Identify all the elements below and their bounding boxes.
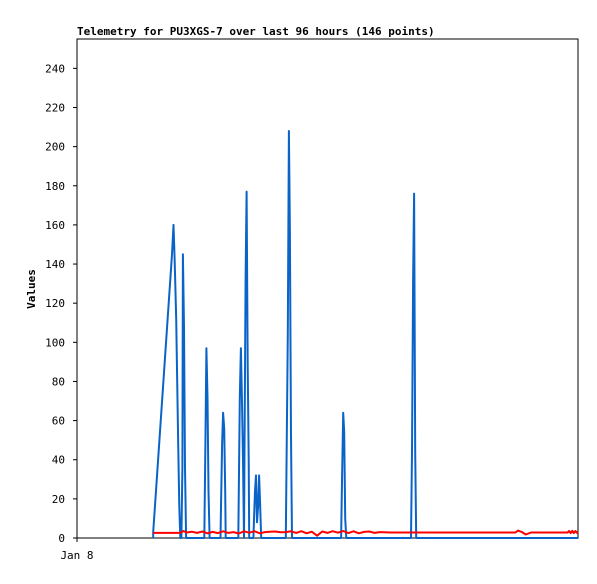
y-tick-label: 80 <box>52 375 65 388</box>
y-tick-label: 60 <box>52 415 65 428</box>
y-tick-label: 160 <box>45 219 65 232</box>
y-axis-ticks: 0 20 40 60 80 100 120 140 160 180 200 220 240 <box>45 62 77 545</box>
y-tick-label: 0 <box>58 532 65 545</box>
y-tick-label: 240 <box>45 62 65 75</box>
y-tick-label: 20 <box>52 493 65 506</box>
plot-frame <box>76 38 579 539</box>
x-tick-label: Jan 8 <box>60 549 93 562</box>
y-tick-label: 180 <box>45 180 65 193</box>
y-tick-label: 120 <box>45 297 65 310</box>
y-tick-label: 200 <box>45 141 65 154</box>
y-tick-label: 100 <box>45 336 65 349</box>
y-tick-label: 40 <box>52 454 65 467</box>
series-layer <box>152 130 579 539</box>
x-axis-ticks: Jan 8 <box>60 538 94 562</box>
blue-series-line <box>152 130 578 539</box>
y-tick-label: 220 <box>45 101 65 114</box>
chart-title: Telemetry for PU3XGS-7 over last 96 hour… <box>77 25 435 38</box>
y-tick-label: 140 <box>45 258 65 271</box>
y-axis-label: Values <box>25 269 38 309</box>
red-series-line <box>153 529 579 537</box>
